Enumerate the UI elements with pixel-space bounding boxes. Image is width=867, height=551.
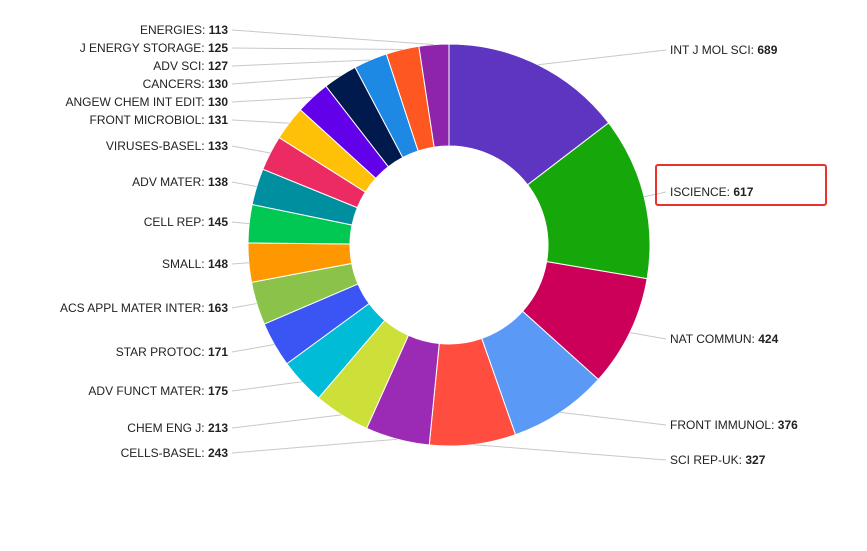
data-label: ACS APPL MATER INTER: 163	[60, 301, 228, 315]
data-label: SCI REP-UK: 327	[670, 453, 766, 467]
data-label-name: CELLS-BASEL:	[121, 446, 208, 460]
data-label-name: FRONT IMMUNOL:	[670, 418, 778, 432]
data-label-name: ADV FUNCT MATER:	[88, 384, 208, 398]
leader-line	[231, 181, 257, 188]
data-label-value: 148	[208, 257, 228, 271]
leader-line	[231, 29, 434, 46]
leader-line	[231, 96, 313, 103]
leader-line	[231, 303, 257, 309]
data-label: ENERGIES: 113	[140, 23, 228, 37]
data-label-value: 243	[208, 446, 228, 460]
data-label: CELL REP: 145	[144, 215, 229, 229]
data-label-value: 617	[733, 185, 753, 199]
leader-line	[537, 49, 667, 66]
data-label-name: ISCIENCE:	[670, 185, 733, 199]
data-label: CANCERS: 130	[143, 77, 229, 91]
leader-line	[231, 344, 275, 353]
data-label-name: ACS APPL MATER INTER:	[60, 301, 208, 315]
leader-line	[560, 411, 667, 426]
leader-line	[629, 332, 667, 340]
data-label-name: NAT COMMUN:	[670, 332, 758, 346]
data-label-value: 145	[208, 215, 228, 229]
data-label-value: 213	[208, 421, 228, 435]
data-label: ANGEW CHEM INT EDIT: 130	[66, 95, 229, 109]
slice-energies	[418, 43, 450, 148]
data-label-value: 171	[208, 345, 228, 359]
data-label-name: SMALL:	[162, 257, 208, 271]
data-label-name: VIRUSES-BASEL:	[106, 139, 208, 153]
data-label: ISCIENCE: 617	[670, 185, 754, 199]
leader-line	[472, 444, 667, 461]
data-label-value: 376	[778, 418, 798, 432]
data-label-name: CANCERS:	[143, 77, 208, 91]
data-label-name: ANGEW CHEM INT EDIT:	[66, 95, 208, 109]
data-label-name: CHEM ENG J:	[127, 421, 208, 435]
leader-line	[231, 119, 290, 124]
data-label-name: SCI REP-UK:	[670, 453, 745, 467]
data-label-name: J ENERGY STORAGE:	[80, 41, 208, 55]
leader-lines-group	[231, 29, 667, 461]
data-label-value: 130	[208, 77, 228, 91]
data-label: VIRUSES-BASEL: 133	[106, 139, 228, 153]
data-label-value: 113	[209, 23, 229, 37]
data-label: CHEM ENG J: 213	[127, 421, 228, 435]
slice-int-j-mol-sci	[448, 43, 610, 186]
data-label-value: 125	[208, 41, 228, 55]
data-label-value: 175	[208, 384, 228, 398]
leader-line	[231, 381, 302, 392]
data-label-value: 327	[745, 453, 765, 467]
data-label-name: ENERGIES:	[140, 23, 209, 37]
data-label-value: 133	[208, 139, 228, 153]
leader-line	[231, 59, 371, 67]
data-label-value: 163	[208, 301, 228, 315]
data-label-value: 424	[758, 332, 778, 346]
data-label: SMALL: 148	[162, 257, 228, 271]
leader-line	[231, 75, 341, 85]
data-label: INT J MOL SCI: 689	[670, 43, 778, 57]
leader-line	[231, 145, 271, 154]
data-label: STAR PROTOC: 171	[116, 345, 229, 359]
data-label-value: 131	[208, 113, 228, 127]
data-label: ADV MATER: 138	[132, 175, 228, 189]
data-label-value: 138	[208, 175, 228, 189]
data-label-value: 130	[208, 95, 228, 109]
leader-line	[231, 414, 342, 429]
highlight-box	[655, 164, 827, 206]
data-label-name: FRONT MICROBIOL:	[90, 113, 208, 127]
data-label-name: ADV MATER:	[132, 175, 208, 189]
data-label-value: 689	[757, 43, 777, 57]
labels-group: INT J MOL SCI: 689 ISCIENCE: 617 NAT COMMU…	[60, 23, 798, 467]
data-label: ADV SCI: 127	[153, 59, 228, 73]
leader-line	[231, 47, 403, 50]
data-label: CELLS-BASEL: 243	[121, 446, 229, 460]
data-label-name: CELL REP:	[144, 215, 208, 229]
data-label: NAT COMMUN: 424	[670, 332, 779, 346]
leader-line	[231, 438, 398, 454]
leader-line	[231, 262, 249, 265]
slices-group	[247, 43, 651, 447]
data-label: FRONT MICROBIOL: 131	[90, 113, 229, 127]
data-label: FRONT IMMUNOL: 376	[670, 418, 798, 432]
data-label-name: INT J MOL SCI:	[670, 43, 757, 57]
leader-line	[231, 221, 250, 225]
data-label-name: ADV SCI:	[153, 59, 208, 73]
data-label: J ENERGY STORAGE: 125	[80, 41, 229, 55]
data-label-value: 127	[208, 59, 228, 73]
data-label: ADV FUNCT MATER: 175	[88, 384, 228, 398]
data-label-name: STAR PROTOC:	[116, 345, 208, 359]
